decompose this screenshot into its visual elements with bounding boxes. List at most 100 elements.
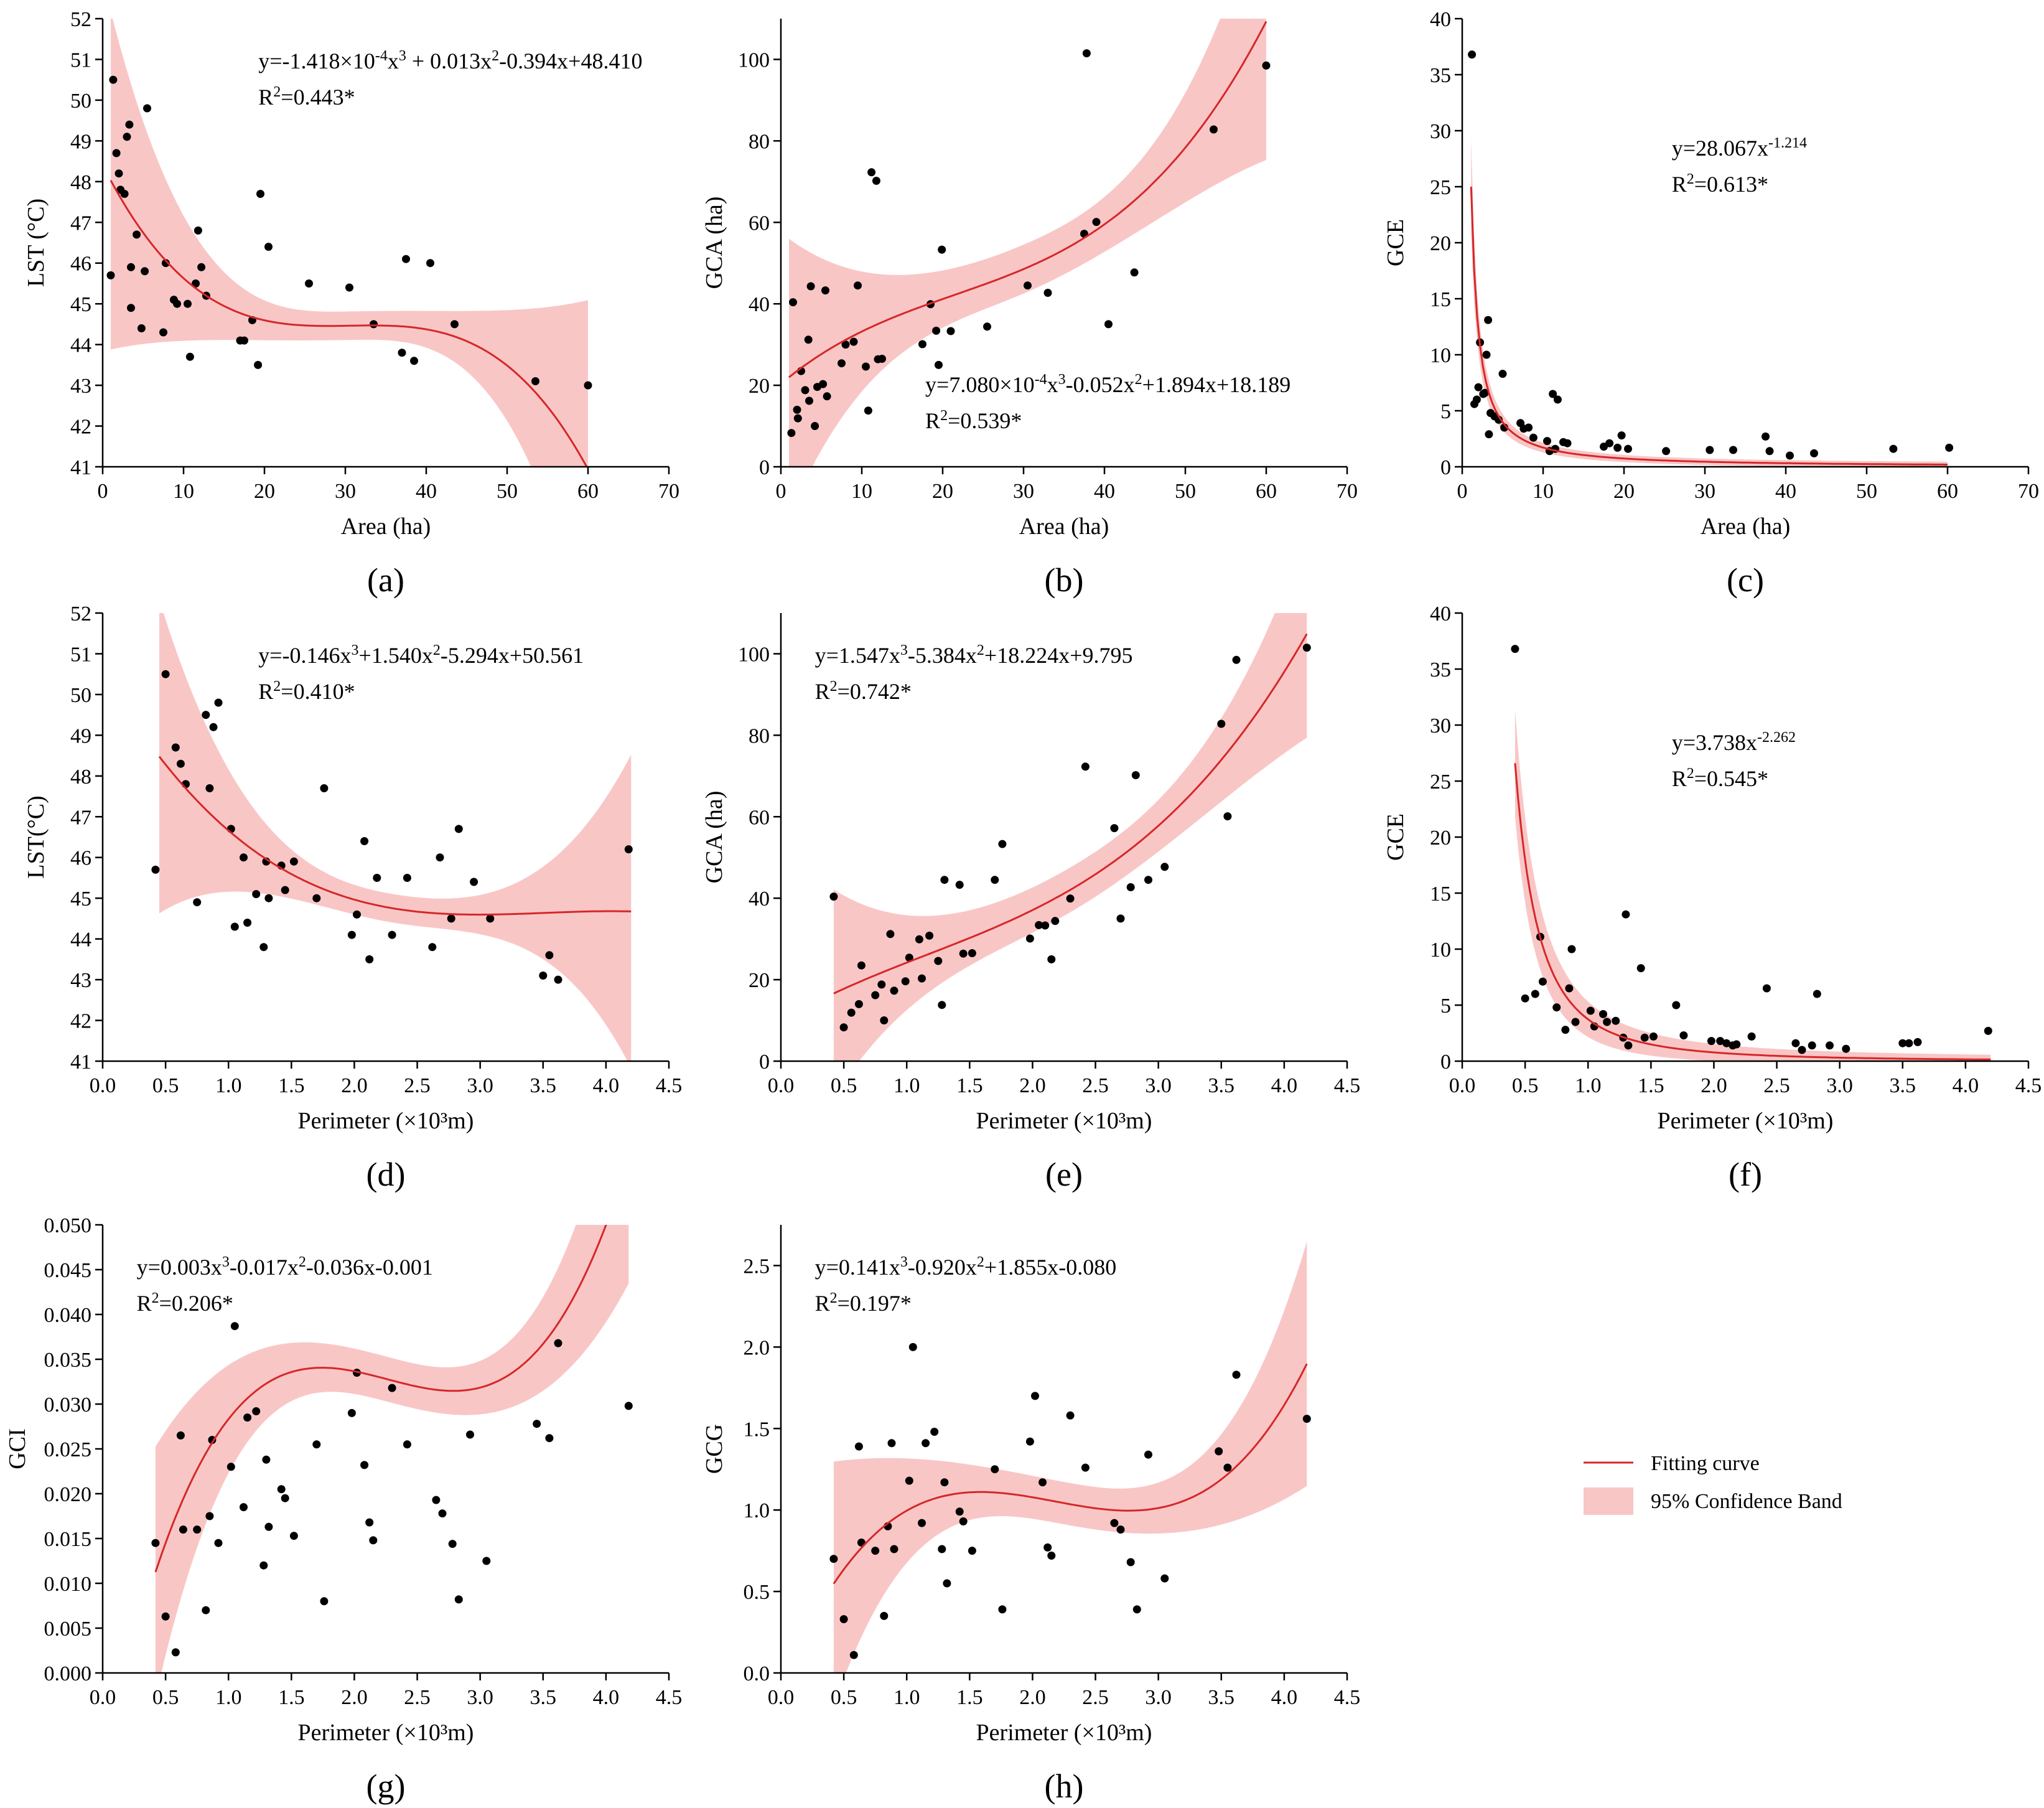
fitting-curve-a bbox=[110, 180, 588, 467]
x-tick-label: 40 bbox=[1094, 480, 1115, 503]
x-tick-label: 1.5 bbox=[956, 1686, 983, 1709]
fit-equation-f: y=3.738x-2.262 bbox=[1672, 729, 1796, 755]
data-point-a-36 bbox=[426, 259, 434, 268]
data-point-g-39 bbox=[624, 1402, 633, 1410]
data-point-h-1 bbox=[839, 1615, 848, 1624]
x-tick-label: 0.5 bbox=[152, 1074, 179, 1097]
x-tick-label: 3.0 bbox=[1826, 1074, 1853, 1097]
equation-superscript: 2 bbox=[830, 1290, 838, 1306]
x-axis-label-b: Area (ha) bbox=[1019, 513, 1109, 540]
confidence-band-e bbox=[833, 613, 1307, 1061]
data-point-c-29 bbox=[1617, 431, 1626, 440]
x-tick-label: 2.5 bbox=[1082, 1074, 1109, 1097]
y-tick-label: 20 bbox=[1430, 232, 1451, 255]
x-axis-label-g: Perimeter (×10³m) bbox=[298, 1720, 474, 1746]
equation-superscript: -4 bbox=[1035, 372, 1047, 388]
y-tick-label: 40 bbox=[749, 888, 770, 911]
data-point-e-36 bbox=[1217, 719, 1226, 728]
data-point-e-17 bbox=[940, 876, 949, 884]
y-tick-label: 5 bbox=[1440, 400, 1451, 423]
data-point-f-13 bbox=[1603, 1018, 1612, 1026]
data-point-f-33 bbox=[1813, 990, 1821, 998]
r-squared-d: R2=0.410* bbox=[258, 678, 355, 704]
y-tick-label: 43 bbox=[70, 969, 91, 992]
data-point-g-17 bbox=[264, 1522, 273, 1531]
y-tick-label: 46 bbox=[70, 253, 91, 276]
data-point-c-30 bbox=[1624, 444, 1632, 453]
data-point-c-21 bbox=[1549, 390, 1557, 398]
data-point-e-6 bbox=[877, 980, 886, 989]
confidence-band-d bbox=[159, 613, 632, 1061]
y-tick-label: 5 bbox=[1440, 995, 1451, 1018]
data-point-d-23 bbox=[347, 930, 356, 939]
data-point-c-38 bbox=[1889, 444, 1898, 453]
data-point-d-19 bbox=[281, 886, 289, 894]
data-point-d-36 bbox=[539, 972, 548, 980]
y-tick-label: 10 bbox=[1430, 939, 1451, 962]
data-point-f-2 bbox=[1531, 990, 1539, 998]
data-point-f-20 bbox=[1649, 1032, 1658, 1041]
y-tick-label: 47 bbox=[70, 212, 91, 235]
data-point-h-26 bbox=[1043, 1543, 1052, 1552]
data-point-e-1 bbox=[839, 1023, 848, 1032]
equation-text: R bbox=[258, 679, 273, 704]
data-point-g-37 bbox=[545, 1434, 554, 1443]
y-tick-label: 42 bbox=[70, 416, 91, 439]
y-tick-label: 41 bbox=[70, 456, 91, 479]
y-tick-label: 44 bbox=[70, 929, 91, 952]
legend-band-label: 95% Confidence Band bbox=[1651, 1490, 1842, 1513]
data-point-f-31 bbox=[1798, 1046, 1806, 1054]
data-point-h-8 bbox=[887, 1439, 896, 1448]
data-point-g-18 bbox=[277, 1485, 286, 1494]
data-point-h-36 bbox=[1215, 1447, 1223, 1456]
x-tick-label: 40 bbox=[1775, 480, 1796, 503]
x-axis-label-c: Area (ha) bbox=[1701, 513, 1791, 540]
x-tick-label: 3.0 bbox=[467, 1686, 493, 1709]
data-point-g-38 bbox=[554, 1339, 562, 1347]
data-point-f-35 bbox=[1842, 1044, 1850, 1053]
data-point-h-9 bbox=[890, 1545, 898, 1553]
fit-equation-g: y=0.003x3-0.017x2-0.036x-0.001 bbox=[137, 1254, 433, 1280]
data-point-f-29 bbox=[1762, 984, 1771, 993]
data-point-c-18 bbox=[1529, 433, 1538, 442]
data-point-f-36 bbox=[1898, 1039, 1907, 1047]
data-point-f-17 bbox=[1624, 1041, 1633, 1050]
y-axis-label-b: GCA (ha) bbox=[701, 197, 727, 289]
fitting-curve-h bbox=[833, 1363, 1308, 1585]
data-point-a-15 bbox=[161, 259, 170, 268]
data-point-e-14 bbox=[925, 931, 934, 940]
data-point-a-12 bbox=[141, 267, 149, 276]
data-point-b-35 bbox=[1092, 218, 1101, 227]
x-tick-label: 4.0 bbox=[1271, 1686, 1298, 1709]
data-point-a-28 bbox=[256, 190, 264, 198]
equation-text: R bbox=[815, 679, 830, 704]
data-point-b-18 bbox=[862, 362, 870, 371]
x-axis-label-d: Perimeter (×10³m) bbox=[298, 1108, 474, 1134]
data-point-e-35 bbox=[1160, 863, 1169, 871]
x-tick-label: 1.5 bbox=[278, 1686, 305, 1709]
data-point-d-6 bbox=[202, 711, 210, 719]
equation-text: x bbox=[388, 49, 399, 73]
data-point-d-28 bbox=[388, 930, 396, 939]
r-squared-g: R2=0.206* bbox=[137, 1290, 233, 1316]
data-point-g-4 bbox=[179, 1525, 187, 1534]
equation-text: =0.742* bbox=[838, 679, 912, 704]
x-tick-label: 50 bbox=[1175, 480, 1196, 503]
data-point-g-28 bbox=[388, 1384, 396, 1392]
data-point-f-39 bbox=[1984, 1026, 1992, 1035]
x-axis-label-h: Perimeter (×10³m) bbox=[976, 1720, 1152, 1746]
x-tick-label: 0.0 bbox=[768, 1074, 795, 1097]
data-point-h-21 bbox=[991, 1465, 999, 1474]
y-tick-label: 40 bbox=[1430, 602, 1451, 625]
panels: 0 10 20 30 40 50 60 70414243444546474849505152A… bbox=[4, 8, 2042, 1805]
panel-label-f: (f) bbox=[1729, 1156, 1762, 1193]
equation-superscript: 2 bbox=[433, 642, 441, 658]
x-tick-label: 1.0 bbox=[215, 1074, 242, 1097]
y-tick-label: 50 bbox=[70, 684, 91, 707]
equation-text: y=0.141x bbox=[815, 1255, 900, 1280]
x-tick-label: 3.0 bbox=[1145, 1686, 1172, 1709]
y-tick-label: 49 bbox=[70, 724, 91, 747]
equation-superscript: 3 bbox=[900, 1254, 908, 1270]
data-point-b-36 bbox=[1104, 320, 1113, 329]
equation-text: =0.206* bbox=[159, 1291, 233, 1316]
